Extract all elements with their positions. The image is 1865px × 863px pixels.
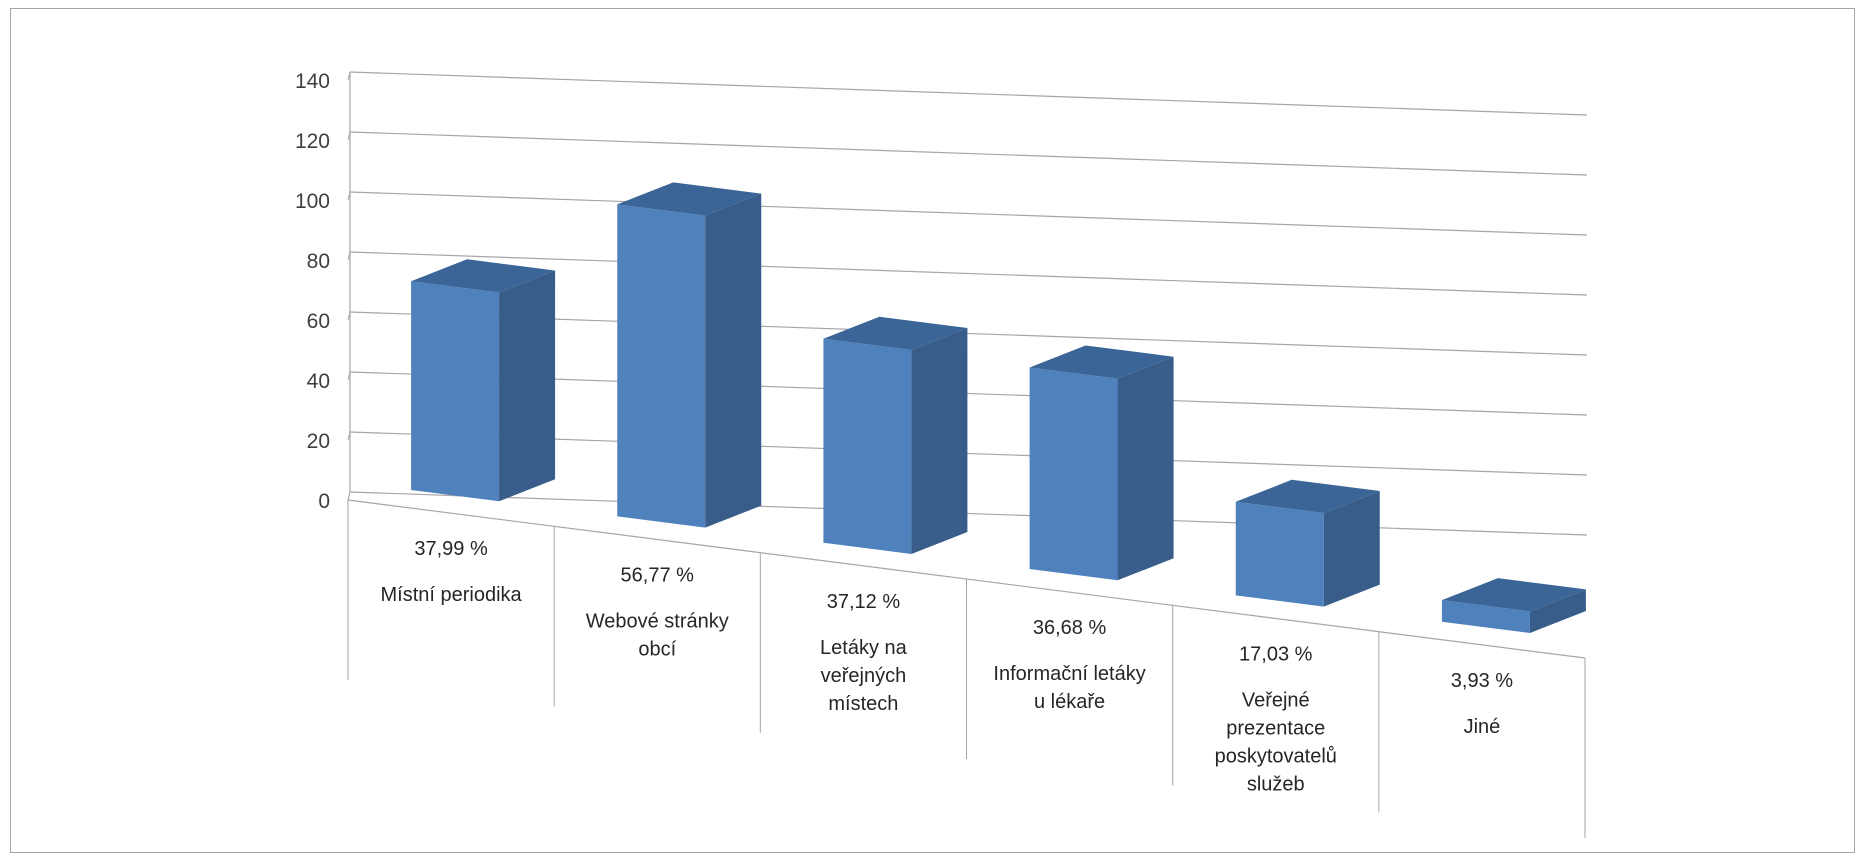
- bar-top: [617, 182, 762, 216]
- data-label: 17,03 %: [1239, 644, 1313, 666]
- left-wall-gridline: [347, 71, 351, 81]
- bar-front: [617, 204, 706, 528]
- gridline: [349, 371, 1588, 416]
- y-tick-label: 40: [307, 370, 330, 393]
- y-tick-label: 120: [295, 130, 330, 153]
- bar-top: [1029, 345, 1174, 379]
- bar-side: [1117, 356, 1174, 581]
- category-label: veřejných: [821, 665, 907, 687]
- category-label: Místní periodika: [380, 584, 522, 606]
- y-tick-label: 0: [318, 490, 330, 513]
- gridline: [349, 431, 1588, 476]
- bar-side: [911, 327, 968, 554]
- gridline: [349, 491, 1588, 536]
- gridline: [349, 251, 1588, 296]
- category-label: obcí: [638, 639, 676, 661]
- y-tick-label: 100: [295, 190, 330, 213]
- bar-front: [1441, 600, 1530, 633]
- data-label: 37,99 %: [414, 538, 488, 560]
- category-label: u lékaře: [1034, 691, 1105, 713]
- bar-top: [823, 316, 968, 350]
- y-tick-label: 80: [307, 250, 330, 273]
- category-label: poskytovatelů: [1215, 746, 1337, 768]
- category-label: prezentace: [1226, 718, 1325, 740]
- bar-side: [499, 270, 556, 502]
- category-label: místech: [828, 693, 898, 715]
- category-label: Veřejné: [1242, 690, 1310, 712]
- left-wall-gridline: [347, 131, 351, 141]
- gridline: [349, 71, 1588, 116]
- bar-front: [1029, 367, 1118, 581]
- bar-top: [1235, 479, 1380, 514]
- category-label: Webové stránky: [586, 611, 729, 633]
- category-label: Jiné: [1464, 716, 1501, 738]
- bar-side: [1323, 491, 1380, 607]
- gridline: [349, 131, 1588, 176]
- left-wall-gridline: [347, 371, 351, 381]
- category-label: Letáky na: [820, 637, 908, 659]
- left-wall-gridline: [347, 491, 351, 501]
- gridline: [349, 191, 1588, 236]
- bar-side: [705, 193, 762, 528]
- data-label: 37,12 %: [827, 591, 901, 613]
- bar-front: [411, 281, 500, 502]
- left-wall-gridline: [347, 431, 351, 441]
- left-wall-gridline: [347, 311, 351, 321]
- left-wall-gridline: [347, 191, 351, 201]
- bar-front: [823, 338, 912, 554]
- data-label: 56,77 %: [621, 565, 695, 587]
- y-tick-label: 60: [307, 310, 330, 333]
- bar-side: [1529, 589, 1586, 633]
- y-tick-label: 140: [295, 70, 330, 93]
- category-label: služeb: [1247, 774, 1305, 796]
- data-label: 36,68 %: [1033, 617, 1107, 639]
- bar-front: [1235, 501, 1324, 607]
- left-wall-gridline: [347, 251, 351, 261]
- bar-top: [1441, 578, 1586, 612]
- data-label: 3,93 %: [1451, 670, 1513, 692]
- gridline: [349, 311, 1588, 356]
- bar-top: [411, 259, 556, 293]
- category-label: Informační letáky: [993, 663, 1145, 685]
- y-tick-label: 20: [307, 430, 330, 453]
